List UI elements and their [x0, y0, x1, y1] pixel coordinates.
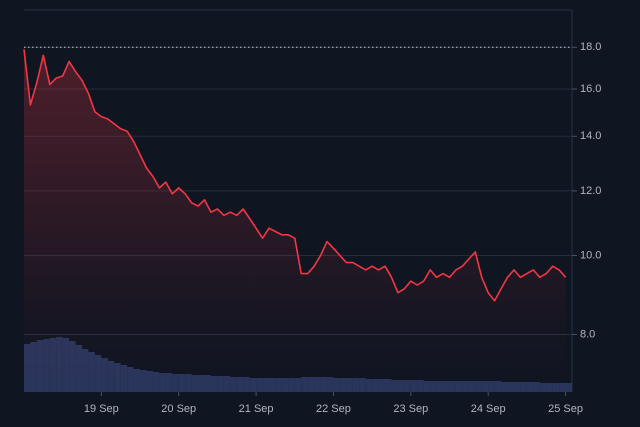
y-tick-label: 14.0	[580, 130, 601, 142]
x-tick-label: 23 Sep	[393, 403, 428, 415]
area-fill	[24, 49, 566, 393]
price-line	[23, 49, 567, 302]
x-tick-label: 24 Sep	[471, 403, 506, 415]
axes: 8.0 10.0 12.0 14.0 16.0 18.0 19 Sep 20 Sep 21 Se…	[84, 41, 601, 415]
x-tick-label: 19 Sep	[84, 403, 119, 415]
x-tick-label: 25 Sep	[548, 403, 583, 415]
plot	[23, 46, 572, 393]
x-tick-label: 22 Sep	[316, 403, 351, 415]
y-tick-label: 8.0	[580, 328, 595, 340]
y-tick-label: 18.0	[580, 41, 601, 53]
x-tick-label: 20 Sep	[161, 403, 196, 415]
volume-bar	[565, 383, 572, 392]
y-tick-label: 12.0	[580, 185, 601, 197]
y-tick-label: 10.0	[580, 249, 601, 261]
x-tick-label: 21 Sep	[239, 403, 274, 415]
y-tick-label: 16.0	[580, 83, 601, 95]
